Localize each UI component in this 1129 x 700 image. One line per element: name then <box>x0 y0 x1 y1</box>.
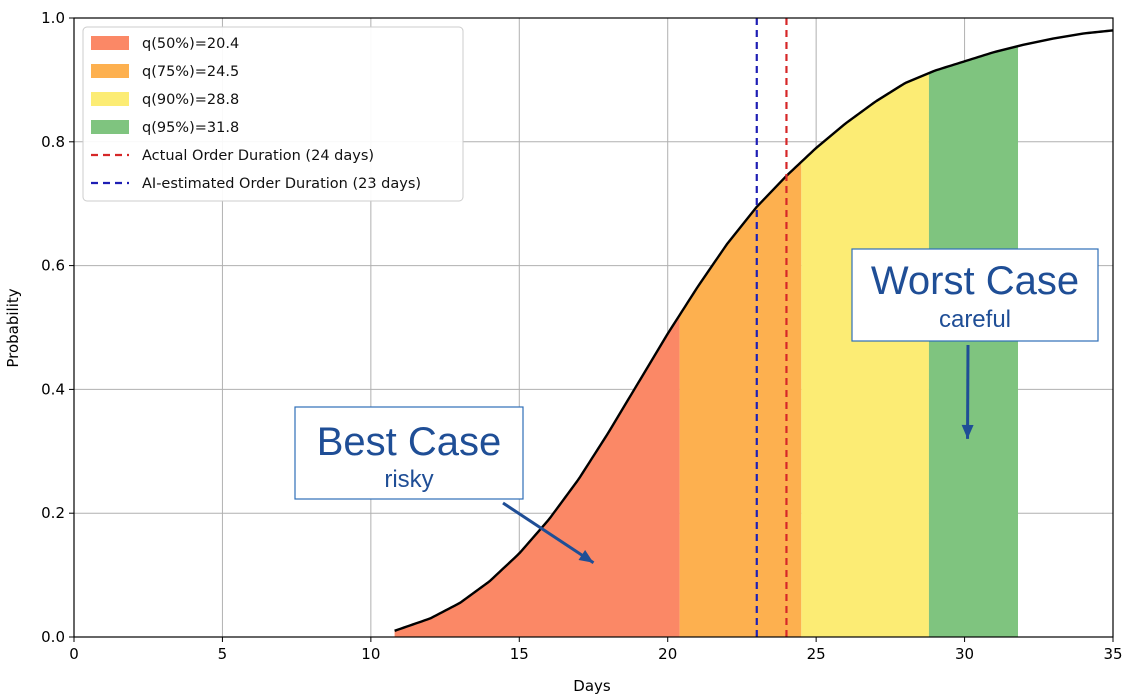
x-tick-label: 0 <box>69 645 79 663</box>
callout-box <box>851 248 1099 342</box>
callout-title: Worst Case <box>871 259 1079 303</box>
x-axis-label: Days <box>573 677 611 695</box>
cdf-curve <box>394 29 1114 632</box>
quantile-band <box>679 161 802 638</box>
legend-swatch <box>91 36 129 50</box>
x-tick-label: 5 <box>218 645 228 663</box>
callout-subtitle: risky <box>384 466 433 493</box>
legend-label: q(75%)=24.5 <box>142 64 239 80</box>
legend-swatch <box>91 120 129 134</box>
plot-frame <box>73 17 1114 638</box>
y-tick-label: 0.2 <box>41 504 65 522</box>
y-tick-label: 0.0 <box>41 628 65 646</box>
callout-box <box>294 406 524 500</box>
x-tick-label: 20 <box>658 645 677 663</box>
y-tick-label: 1.0 <box>41 9 65 27</box>
x-tick-label: 15 <box>510 645 529 663</box>
legend-swatch <box>91 64 129 78</box>
callout-arrowhead <box>578 550 594 563</box>
legend-label: q(50%)=20.4 <box>142 36 239 52</box>
callout-arrow <box>502 501 595 564</box>
cdf-curve-group <box>394 29 1114 632</box>
x-tick-label: 30 <box>955 645 974 663</box>
y-tick-label: 0.6 <box>41 257 65 275</box>
ticks: 0 5 10 15 20 25 30 35 0.0 0.2 0.4 0.6 0.8 1.0 <box>41 9 1122 663</box>
quantile-bands <box>394 46 1019 638</box>
legend-label: Actual Order Duration (24 days) <box>142 148 374 164</box>
y-tick-label: 0.4 <box>41 380 65 398</box>
quantile-band <box>801 73 929 638</box>
x-tick-label: 25 <box>807 645 826 663</box>
callout-arrowhead <box>961 424 974 439</box>
x-tick-label: 35 <box>1103 645 1122 663</box>
legend-swatch <box>91 92 129 106</box>
y-axis-label: Probability <box>4 288 22 367</box>
legend-box <box>82 26 464 202</box>
axes <box>73 17 1114 638</box>
x-tick-label: 10 <box>361 645 380 663</box>
legend-label: AI-estimated Order Duration (23 days) <box>142 176 421 192</box>
legend-label: q(90%)=28.8 <box>142 92 239 108</box>
legend-label: q(95%)=31.8 <box>142 120 239 136</box>
legend: q(50%)=20.4 q(75%)=24.5 q(90%)=28.8 q(95%)=… <box>82 26 464 202</box>
y-tick-label: 0.8 <box>41 133 65 151</box>
quantile-band <box>394 315 680 637</box>
callout-title: Best Case <box>317 420 502 464</box>
callout-subtitle: careful <box>939 306 1011 333</box>
